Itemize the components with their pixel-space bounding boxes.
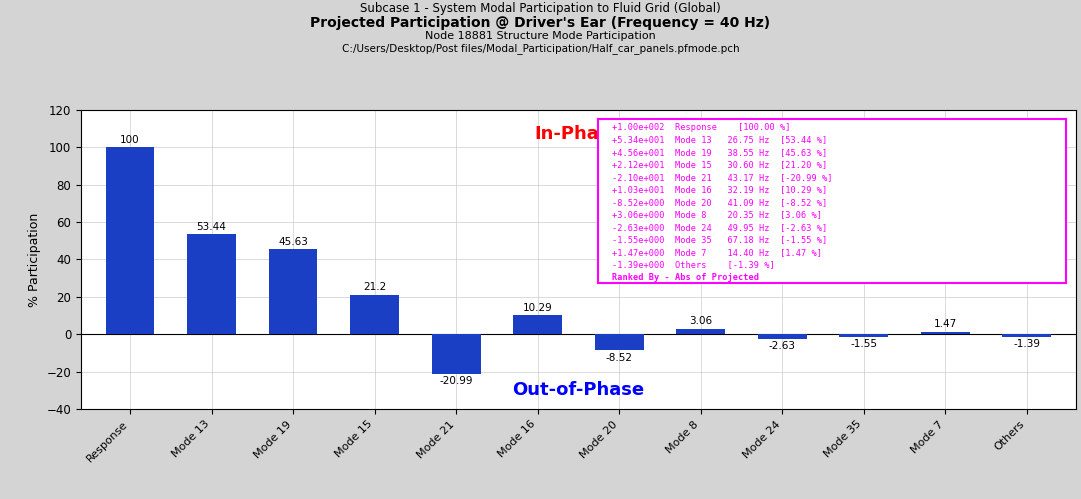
Bar <box>921 331 970 334</box>
Bar <box>431 334 481 374</box>
Text: Projected Participation @ Driver's Ear (Frequency = 40 Hz): Projected Participation @ Driver's Ear (… <box>310 16 771 30</box>
Bar <box>676 329 725 334</box>
Bar <box>187 235 236 334</box>
Bar <box>268 249 318 334</box>
Bar <box>106 147 155 334</box>
Text: -1.55: -1.55 <box>850 339 877 349</box>
Text: 45.63: 45.63 <box>278 237 308 247</box>
Text: C:/Users/Desktop/Post files/Modal_Participation/Half_car_panels.pfmode.pch: C:/Users/Desktop/Post files/Modal_Partic… <box>342 43 739 54</box>
Text: 1.47: 1.47 <box>934 319 957 329</box>
Text: -8.52: -8.52 <box>605 352 632 362</box>
Text: -2.63: -2.63 <box>769 341 796 351</box>
Bar <box>350 294 399 334</box>
Text: In-Phase: In-Phase <box>534 125 623 143</box>
Bar <box>1002 334 1051 337</box>
Text: 3.06: 3.06 <box>689 316 712 326</box>
Y-axis label: % Participation: % Participation <box>28 213 41 306</box>
Bar <box>839 334 889 337</box>
Text: Node 18881 Structure Mode Participation: Node 18881 Structure Mode Participation <box>425 31 656 41</box>
Text: 53.44: 53.44 <box>197 222 226 232</box>
Text: -20.99: -20.99 <box>439 376 472 386</box>
Text: Out-of-Phase: Out-of-Phase <box>512 381 644 399</box>
Text: Subcase 1 - System Modal Participation to Fluid Grid (Global): Subcase 1 - System Modal Participation t… <box>360 2 721 15</box>
Bar <box>595 334 643 350</box>
Text: 100: 100 <box>120 135 139 145</box>
Bar <box>513 315 562 334</box>
Text: 21.2: 21.2 <box>363 282 386 292</box>
Text: 10.29: 10.29 <box>523 303 552 313</box>
Text: -1.39: -1.39 <box>1013 339 1040 349</box>
Bar <box>758 334 806 339</box>
